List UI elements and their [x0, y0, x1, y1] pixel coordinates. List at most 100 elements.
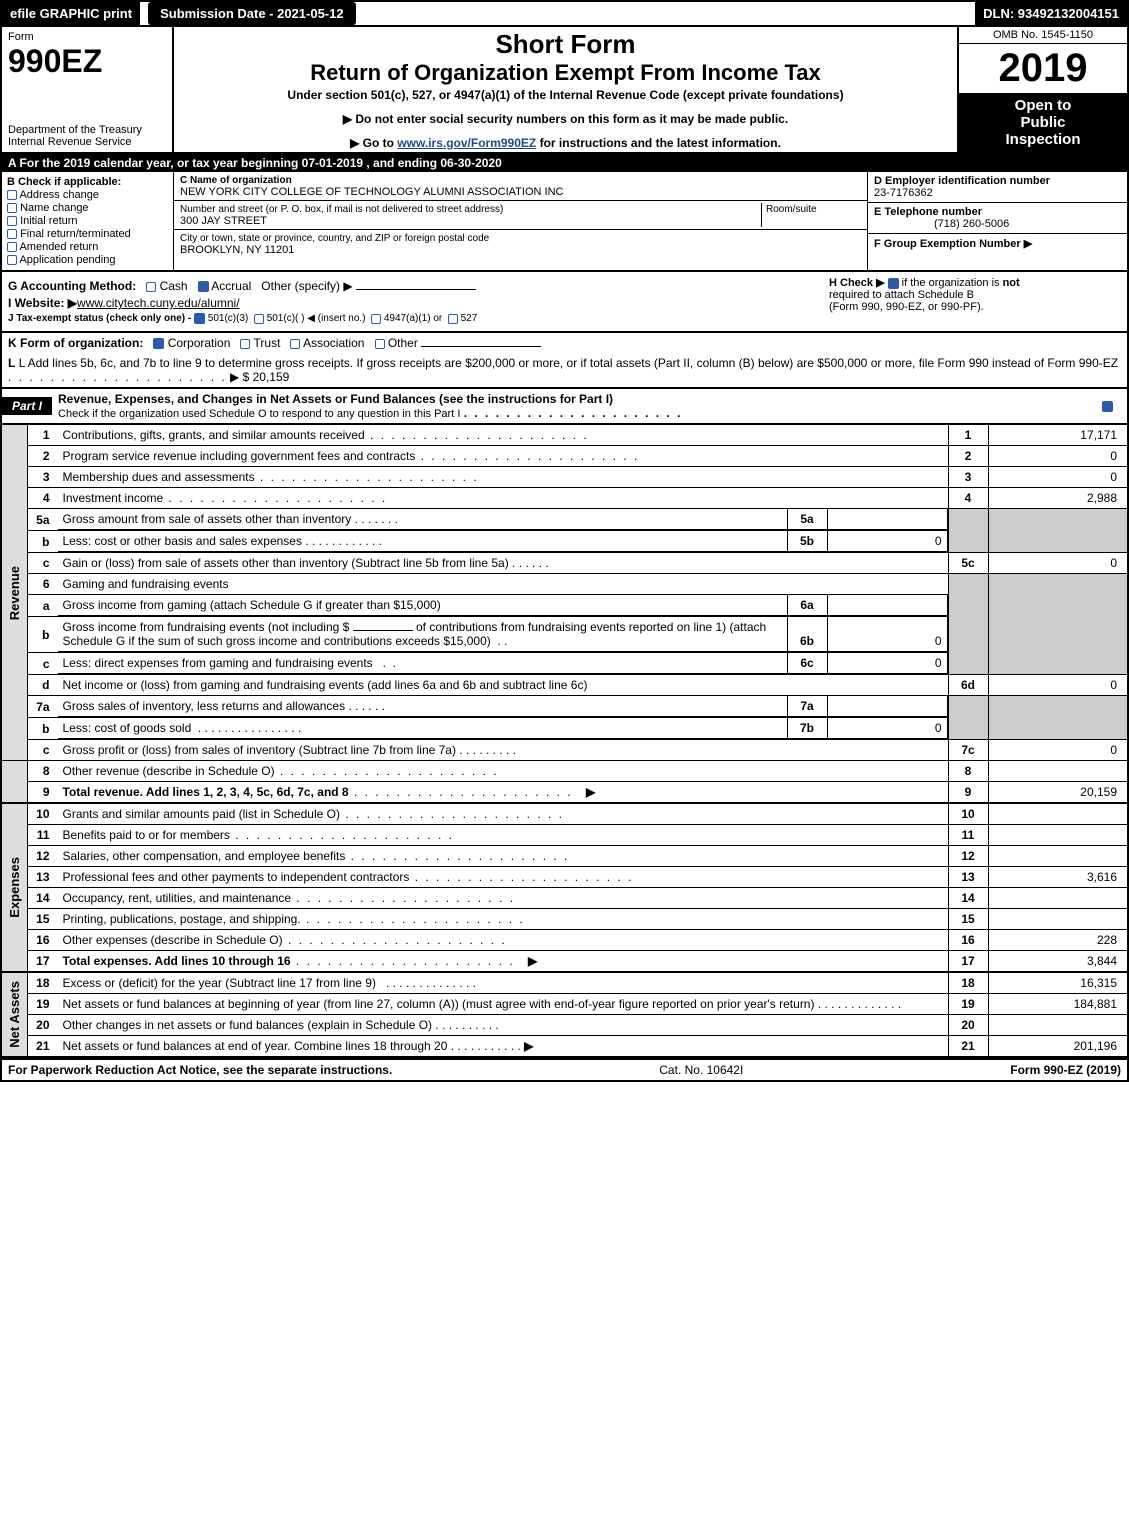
note-ssn: ▶ Do not enter social security numbers o…	[180, 112, 951, 126]
subtitle: Under section 501(c), 527, or 4947(a)(1)…	[180, 88, 951, 102]
amt-5c: 0	[988, 553, 1128, 574]
netassets-label: Net Assets	[7, 981, 22, 1048]
lower-left: G Accounting Method: Cash Accrual Other …	[8, 276, 821, 327]
tax-period: A For the 2019 calendar year, or tax yea…	[0, 154, 1129, 172]
b-label: B Check if applicable:	[7, 176, 168, 188]
val-6b: 0	[827, 617, 947, 652]
chk-527[interactable]	[448, 314, 458, 324]
chk-501c[interactable]	[254, 314, 264, 324]
chk-trust[interactable]	[240, 339, 250, 349]
header-left: Form 990EZ Department of the Treasury In…	[2, 27, 174, 152]
line-j: J Tax-exempt status (check only one) - 5…	[8, 313, 821, 324]
city-state-zip: BROOKLYN, NY 11201	[180, 244, 294, 256]
amt-16: 228	[988, 930, 1128, 951]
line-k: K Form of organization: Corporation Trus…	[0, 333, 1129, 353]
c-label: C Name of organization	[180, 175, 292, 186]
dept-treasury: Department of the Treasury	[8, 124, 166, 136]
i-label: I Website: ▶	[8, 296, 77, 310]
line-l: L L Add lines 5b, 6c, and 7b to line 9 t…	[0, 353, 1129, 389]
irs-link[interactable]: www.irs.gov/Form990EZ	[397, 136, 536, 150]
section-d: D Employer identification number 23-7176…	[868, 172, 1127, 203]
part1-label: Part I	[2, 397, 52, 415]
amt-21: 201,196	[988, 1036, 1128, 1058]
chk-accrual[interactable]	[198, 281, 209, 292]
top-bar: efile GRAPHIC print Submission Date - 20…	[0, 0, 1129, 25]
chk-schedule-o[interactable]	[1102, 401, 1113, 412]
city-row: City or town, state or province, country…	[174, 230, 867, 258]
chk-501c3[interactable]	[194, 313, 205, 324]
chk-application-pending[interactable]	[7, 255, 17, 265]
e-label: E Telephone number	[874, 206, 982, 218]
line-g: G Accounting Method: Cash Accrual Other …	[8, 279, 821, 293]
street-row: Number and street (or P. O. box, if mail…	[174, 201, 867, 230]
chk-final-return[interactable]	[7, 229, 17, 239]
lower-header: G Accounting Method: Cash Accrual Other …	[0, 272, 1129, 333]
tax-year: 2019	[959, 44, 1127, 93]
amt-7c: 0	[988, 740, 1128, 761]
chk-initial-return[interactable]	[7, 216, 17, 226]
g-label: G Accounting Method:	[8, 279, 136, 293]
amt-3: 0	[988, 467, 1128, 488]
title-short-form: Short Form	[180, 29, 951, 60]
section-f: F Group Exemption Number ▶	[868, 234, 1127, 253]
chk-corporation[interactable]	[153, 338, 164, 349]
efile-label[interactable]: efile GRAPHIC print	[2, 2, 140, 25]
dln: DLN: 93492132004151	[975, 2, 1127, 25]
entity-right: D Employer identification number 23-7176…	[867, 172, 1127, 270]
other-org-input[interactable]	[421, 346, 541, 347]
amt-2: 0	[988, 446, 1128, 467]
paperwork-notice: For Paperwork Reduction Act Notice, see …	[8, 1063, 392, 1077]
submission-date: Submission Date - 2021-05-12	[148, 2, 356, 25]
d-label: D Employer identification number	[874, 175, 1050, 187]
chk-4947[interactable]	[371, 314, 381, 324]
header-center: Short Form Return of Organization Exempt…	[174, 27, 957, 152]
chk-other-org[interactable]	[375, 339, 385, 349]
k-label: K Form of organization:	[8, 336, 143, 350]
j-label: J Tax-exempt status (check only one) -	[8, 313, 191, 324]
website[interactable]: www.citytech.cuny.edu/alumni/	[77, 296, 240, 310]
amt-19: 184,881	[988, 994, 1128, 1015]
line-i: I Website: ▶www.citytech.cuny.edu/alumni…	[8, 296, 821, 310]
entity-block: B Check if applicable: Address change Na…	[0, 172, 1129, 272]
chk-cash[interactable]	[146, 282, 156, 292]
goto-post: for instructions and the latest informat…	[536, 136, 781, 150]
omb-number: OMB No. 1545-1150	[959, 27, 1127, 44]
amt-1: 17,171	[988, 425, 1128, 446]
title-return: Return of Organization Exempt From Incom…	[180, 60, 951, 86]
main-table: Revenue 1Contributions, gifts, grants, a…	[0, 425, 1129, 1058]
ein: 23-7176362	[874, 187, 933, 199]
other-method-input[interactable]	[356, 289, 476, 290]
val-5b: 0	[827, 531, 947, 552]
amt-18: 16,315	[988, 972, 1128, 994]
chk-address-change[interactable]	[7, 190, 17, 200]
f-label: F Group Exemption Number ▶	[874, 238, 1032, 250]
h-label: H Check ▶	[829, 277, 885, 289]
city-label: City or town, state or province, country…	[180, 233, 489, 244]
val-6c: 0	[827, 653, 947, 674]
street-address: 300 JAY STREET	[180, 215, 267, 227]
phone: (718) 260-5006	[874, 218, 1009, 230]
form-number: 990EZ	[8, 43, 166, 80]
l-amount: ▶ $ 20,159	[230, 370, 289, 384]
chk-association[interactable]	[290, 339, 300, 349]
note-goto: ▶ Go to www.irs.gov/Form990EZ for instru…	[180, 136, 951, 150]
amt-9: 20,159	[988, 782, 1128, 804]
form-header: Form 990EZ Department of the Treasury In…	[0, 25, 1129, 154]
val-7b: 0	[827, 718, 947, 739]
chk-amended-return[interactable]	[7, 242, 17, 252]
section-b: B Check if applicable: Address change Na…	[2, 172, 174, 270]
dept-irs: Internal Revenue Service	[8, 136, 166, 148]
form-ref: Form 990-EZ (2019)	[1010, 1063, 1121, 1077]
form-word: Form	[8, 31, 166, 43]
6b-contrib-input[interactable]	[353, 630, 413, 631]
part1-header: Part I Revenue, Expenses, and Changes in…	[0, 389, 1129, 425]
amt-6d: 0	[988, 675, 1128, 696]
revenue-label: Revenue	[7, 566, 22, 620]
section-e: E Telephone number (718) 260-5006	[868, 203, 1127, 234]
chk-schedule-b[interactable]	[888, 278, 899, 289]
chk-name-change[interactable]	[7, 203, 17, 213]
expenses-label: Expenses	[7, 857, 22, 918]
footer: For Paperwork Reduction Act Notice, see …	[0, 1058, 1129, 1082]
open-public-inspection: Open to Public Inspection	[959, 93, 1127, 152]
goto-pre: ▶ Go to	[350, 136, 397, 150]
